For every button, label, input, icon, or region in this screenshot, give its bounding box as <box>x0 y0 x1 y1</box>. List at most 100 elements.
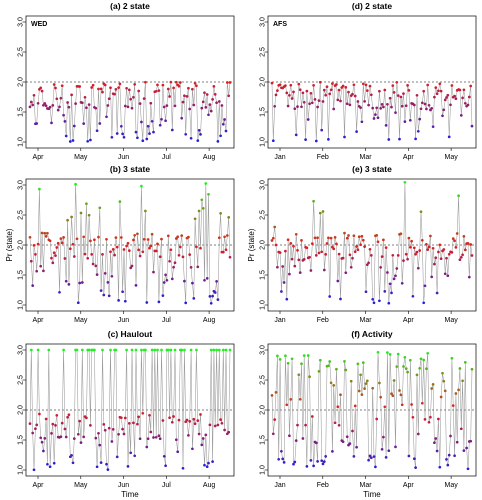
data-point <box>427 245 431 249</box>
data-point <box>213 291 217 294</box>
data-point <box>351 256 354 260</box>
data-point <box>322 460 326 463</box>
y-tick-label: 1.5 <box>17 107 24 117</box>
data-point <box>132 421 135 425</box>
data-point <box>220 104 224 107</box>
data-point <box>463 248 467 252</box>
data-point <box>228 81 232 84</box>
data-point <box>427 420 431 424</box>
data-point <box>335 83 338 86</box>
data-point <box>274 391 278 394</box>
panel-d: (d) 2 state AFS 1.0 1.5 2.0 2.5 3.0 Jan Feb Mar Ap… <box>259 1 477 161</box>
data-point <box>327 236 330 240</box>
data-point <box>181 466 185 470</box>
data-point <box>48 465 52 469</box>
data-point <box>285 403 289 407</box>
data-point <box>296 105 299 108</box>
data-point <box>457 388 460 392</box>
data-point <box>209 109 213 113</box>
data-point <box>376 116 380 120</box>
data-point <box>429 234 432 238</box>
data-point <box>193 422 197 426</box>
data-point <box>314 441 318 445</box>
data-point <box>35 122 39 125</box>
data-point <box>173 104 177 108</box>
data-point <box>435 449 439 453</box>
data-point <box>133 454 137 458</box>
data-point <box>276 354 279 358</box>
data-point <box>115 245 119 249</box>
data-point <box>105 115 108 119</box>
data-point <box>450 356 454 360</box>
x-tick-label: Aug <box>203 482 216 489</box>
data-point <box>332 384 336 387</box>
data-point <box>150 232 154 236</box>
x-tick-label: Mar <box>360 154 373 161</box>
data-point <box>442 248 446 251</box>
data-point <box>137 415 141 419</box>
data-point <box>356 248 360 252</box>
data-point <box>375 417 379 421</box>
x-tick-label: Aug <box>203 154 216 161</box>
data-point <box>223 118 226 121</box>
data-point <box>203 91 206 95</box>
data-point <box>146 437 150 441</box>
data-point <box>382 238 385 242</box>
data-point <box>200 443 204 447</box>
data-point <box>205 465 209 469</box>
data-point <box>359 106 362 109</box>
data-point <box>119 236 123 239</box>
data-point <box>449 434 452 438</box>
data-point <box>51 422 55 426</box>
data-point <box>369 456 373 460</box>
data-point <box>43 231 47 235</box>
data-point <box>94 264 98 268</box>
data-point <box>79 211 83 215</box>
data-point <box>181 100 185 104</box>
data-point <box>71 242 75 246</box>
data-point <box>376 350 380 354</box>
data-point <box>39 86 43 90</box>
data-point <box>158 255 162 259</box>
data-point <box>161 83 165 87</box>
data-point <box>344 271 348 275</box>
data-point <box>363 100 366 103</box>
data-point <box>67 413 71 417</box>
data-point <box>117 299 120 302</box>
data-point <box>399 393 403 397</box>
data-point <box>322 268 326 272</box>
data-point <box>390 105 393 109</box>
data-point <box>434 256 438 260</box>
data-point <box>31 284 35 287</box>
data-point <box>196 265 200 269</box>
data-point <box>161 294 165 297</box>
data-point <box>62 236 65 239</box>
data-point <box>298 271 302 274</box>
data-point <box>184 132 188 136</box>
data-point <box>379 266 383 269</box>
data-point <box>407 89 411 92</box>
data-point <box>364 290 368 294</box>
data-point <box>117 86 120 89</box>
data-point <box>119 124 123 128</box>
data-point <box>141 250 145 254</box>
data-point <box>454 97 458 101</box>
data-point <box>172 265 175 269</box>
data-point <box>121 427 124 431</box>
series-line <box>29 349 231 470</box>
data-point <box>105 462 108 466</box>
data-point <box>404 104 408 108</box>
data-point <box>419 107 423 111</box>
data-point <box>454 392 458 395</box>
data-point <box>109 86 112 90</box>
data-point <box>309 459 313 462</box>
data-point <box>394 445 397 449</box>
data-point <box>95 129 99 133</box>
data-point <box>314 254 318 257</box>
data-point <box>406 84 409 87</box>
data-point <box>469 84 473 88</box>
data-point <box>292 244 295 248</box>
data-point <box>325 85 329 89</box>
data-point <box>212 348 216 352</box>
data-point <box>114 88 118 91</box>
